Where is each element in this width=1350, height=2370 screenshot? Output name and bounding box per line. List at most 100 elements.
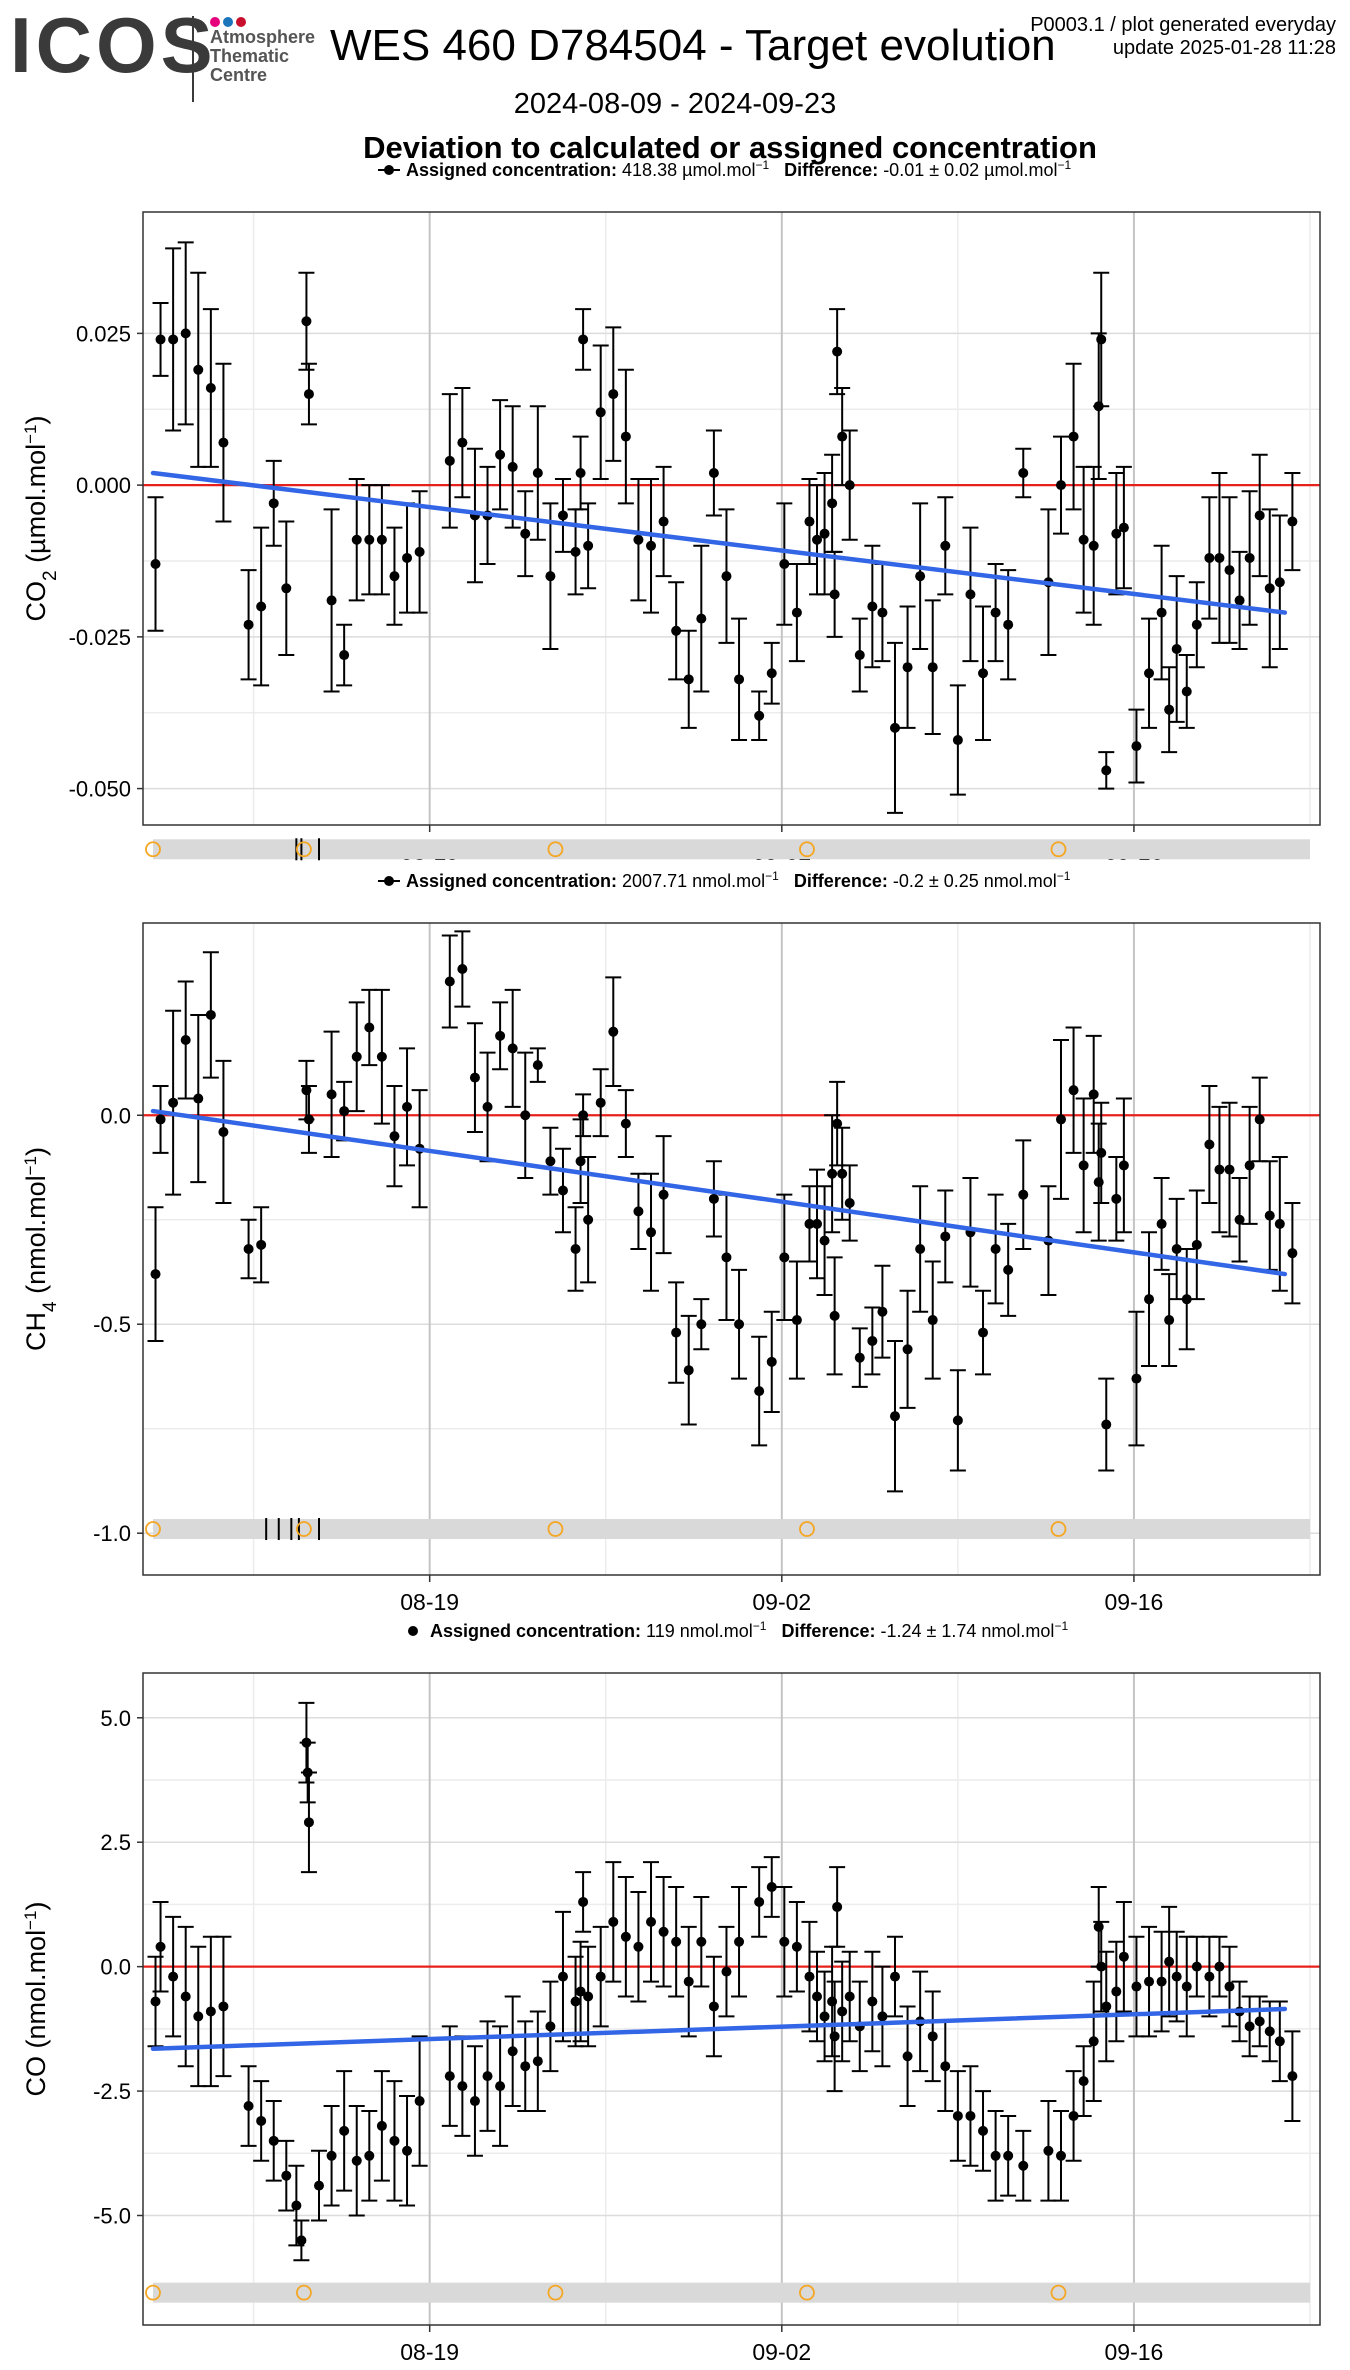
legend-point-swatch bbox=[384, 876, 394, 886]
y-axis-label: CO2 (µmol.mol−1) bbox=[21, 415, 61, 621]
y-tick-label: 0.0 bbox=[100, 1955, 131, 1980]
data-point bbox=[990, 2150, 1001, 2161]
data-point bbox=[1156, 1976, 1167, 1987]
data-point bbox=[1204, 552, 1215, 563]
data-point bbox=[532, 1060, 543, 1071]
flag-marker bbox=[1050, 1521, 1067, 1537]
data-point bbox=[683, 1365, 694, 1376]
data-point bbox=[545, 2021, 556, 2032]
y-axis-label-part: (nmol.mol bbox=[21, 1175, 51, 1301]
data-point bbox=[1078, 2076, 1089, 2087]
data-point bbox=[633, 534, 644, 545]
logo-line: Thematic bbox=[210, 46, 290, 66]
data-point bbox=[595, 1971, 606, 1982]
data-point bbox=[1244, 552, 1255, 563]
data-point bbox=[1264, 1210, 1275, 1221]
update-line: update 2025-01-28 11:28 bbox=[1112, 37, 1336, 59]
data-point bbox=[1093, 401, 1104, 412]
data-point bbox=[804, 1971, 815, 1982]
data-point bbox=[978, 2125, 989, 2136]
data-point bbox=[844, 1198, 855, 1209]
legend: Assigned concentration: 418.38 µmol.mol−… bbox=[378, 158, 1072, 180]
data-point bbox=[193, 1093, 204, 1104]
data-point bbox=[952, 735, 963, 746]
data-point bbox=[1018, 2160, 1029, 2171]
data-point bbox=[376, 1051, 387, 1062]
x-tick-label: 09-02 bbox=[752, 2339, 811, 2365]
data-point bbox=[193, 364, 204, 375]
chart-panel-1: -0.050-0.0250.0000.02508-1909-0209-16CO2… bbox=[21, 158, 1321, 865]
data-point bbox=[683, 1976, 694, 1987]
legend-text-part: Assigned concentration: bbox=[406, 871, 622, 891]
data-point bbox=[779, 1252, 790, 1263]
data-point bbox=[578, 1896, 589, 1907]
data-point bbox=[402, 2145, 413, 2156]
y-tick-label: -0.5 bbox=[93, 1312, 131, 1337]
data-point bbox=[990, 607, 1001, 618]
data-point bbox=[364, 534, 375, 545]
data-point bbox=[940, 2061, 951, 2072]
flag-marker bbox=[547, 2284, 564, 2301]
data-point bbox=[620, 1931, 631, 1942]
data-point bbox=[766, 1882, 777, 1893]
data-point bbox=[570, 546, 581, 557]
legend-point-swatch bbox=[384, 165, 394, 175]
trend-line bbox=[150, 470, 1288, 615]
data-point bbox=[1156, 607, 1167, 618]
data-point bbox=[990, 1244, 1001, 1254]
data-point bbox=[1204, 1971, 1215, 1982]
data-point bbox=[620, 1118, 631, 1129]
data-point bbox=[1191, 1961, 1202, 1972]
data-point bbox=[671, 1936, 682, 1947]
data-point bbox=[557, 1185, 568, 1196]
data-point bbox=[507, 461, 518, 472]
data-point bbox=[256, 1239, 267, 1250]
data-point bbox=[658, 1189, 669, 1200]
data-point bbox=[583, 1214, 594, 1225]
legend-text-part: 418.38 µmol.mol bbox=[622, 160, 755, 180]
data-point bbox=[965, 589, 976, 600]
data-point bbox=[444, 2071, 455, 2082]
y-tick-label: -0.050 bbox=[69, 777, 131, 802]
legend-text-part: −1 bbox=[1058, 158, 1072, 172]
data-point bbox=[1274, 1218, 1285, 1229]
data-point bbox=[1144, 1294, 1155, 1305]
data-point bbox=[150, 1996, 161, 2007]
data-point bbox=[812, 1218, 823, 1229]
data-point bbox=[683, 674, 694, 685]
data-point bbox=[469, 2096, 480, 2107]
legend: Assigned concentration: 2007.71 nmol.mol… bbox=[378, 869, 1071, 891]
data-point bbox=[150, 1269, 161, 1280]
data-point bbox=[754, 1386, 765, 1397]
data-point bbox=[402, 552, 413, 563]
data-point bbox=[578, 1110, 589, 1121]
page-title: WES 460 D784504 - Target evolution bbox=[330, 21, 1056, 70]
chart-panel-3: -5.0 -2.5 0.0 2.5 5.0 08-19 09-02 09-16 CO (nmol… bbox=[21, 1619, 1321, 2365]
data-point bbox=[889, 1411, 900, 1422]
data-point bbox=[633, 1206, 644, 1217]
data-point bbox=[1043, 2145, 1054, 2156]
data-point bbox=[721, 1966, 732, 1977]
data-point bbox=[696, 1936, 707, 1947]
data-point bbox=[1144, 668, 1155, 679]
data-point bbox=[708, 467, 719, 478]
data-point bbox=[243, 2101, 254, 2112]
data-point bbox=[583, 540, 594, 551]
data-point bbox=[791, 1315, 802, 1326]
y-axis-label-part: CO bbox=[21, 2056, 51, 2097]
data-point bbox=[303, 1114, 314, 1125]
plot-border bbox=[142, 211, 1321, 826]
data-point bbox=[978, 668, 989, 679]
data-point bbox=[867, 1996, 878, 2007]
legend-text-part: −1 bbox=[753, 1619, 767, 1633]
data-point bbox=[520, 2061, 531, 2072]
data-point bbox=[389, 2135, 400, 2146]
data-point bbox=[1055, 480, 1066, 491]
legend-text-part: −1 bbox=[1054, 1619, 1068, 1633]
data-point bbox=[402, 1101, 413, 1112]
data-point bbox=[1093, 1177, 1104, 1188]
data-point bbox=[578, 334, 589, 345]
data-point bbox=[1111, 1986, 1122, 1997]
data-point bbox=[532, 2056, 543, 2067]
data-point bbox=[1214, 1961, 1225, 1972]
